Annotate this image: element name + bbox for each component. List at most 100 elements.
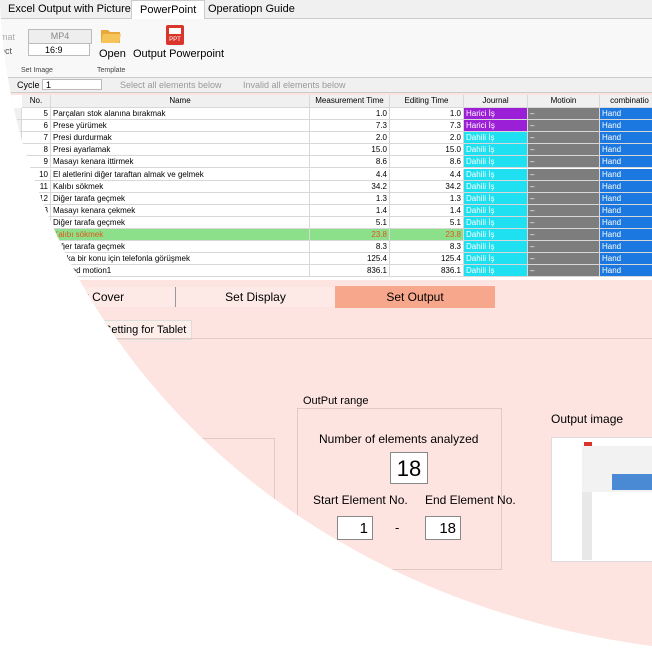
aspect-dropdown[interactable]: 16:9	[28, 43, 90, 56]
cycle-dropdown[interactable]: 1	[42, 79, 102, 90]
table-cell: 1.4	[310, 205, 390, 217]
format-dropdown[interactable]: MP4	[28, 29, 92, 44]
row-header	[0, 205, 22, 217]
table-cell: Diğer tarafa geçmek	[51, 241, 310, 253]
table-cell: El aletlerini diğer taraftan almak ve ge…	[51, 169, 310, 181]
count-value: 18	[390, 452, 428, 484]
row-header	[0, 229, 22, 241]
table-cell: 15.0	[310, 144, 390, 156]
select-all-button[interactable]: Select all elements below	[120, 80, 222, 90]
column-header: Measurement Time	[310, 95, 390, 108]
column-header: Motioin	[528, 95, 600, 108]
table-cell: Hand	[600, 205, 652, 217]
row-header	[0, 144, 22, 156]
table-cell: 15.0	[390, 144, 464, 156]
ppt-icon: PPT	[164, 24, 186, 46]
table-cell: Harici İş	[464, 108, 528, 120]
column-header: Editing Time	[390, 95, 464, 108]
output-button[interactable]: Output Powerpoint	[133, 48, 225, 60]
open-button[interactable]: Open	[99, 48, 126, 60]
table-cell: –	[528, 144, 600, 156]
table-cell: Hand	[600, 132, 652, 144]
thumbnail-strip	[582, 492, 592, 560]
table-cell: 4.4	[390, 169, 464, 181]
table-cell: 125.4	[390, 253, 464, 265]
table-cell: Dahili İş	[464, 132, 528, 144]
table-cell: –	[528, 108, 600, 120]
ribbon-tab[interactable]: Operatiopn Guide	[208, 3, 295, 15]
table-cell: –	[528, 181, 600, 193]
table-cell: Dahili İş	[464, 156, 528, 168]
table-cell: Dahili İş	[464, 205, 528, 217]
table-cell: Hand	[600, 229, 652, 241]
table-cell: –	[528, 205, 600, 217]
table-cell: 5	[22, 229, 51, 241]
table-cell: 1.3	[310, 193, 390, 205]
table-cell: 8.3	[390, 241, 464, 253]
end-input[interactable]: 18	[425, 516, 461, 540]
tab[interactable]: Set Cover	[20, 287, 176, 307]
column-header: combinatio	[600, 95, 652, 108]
table-cell: –	[528, 265, 600, 277]
row-header	[0, 169, 22, 181]
table-cell: –	[528, 132, 600, 144]
table-cell: Hand	[600, 144, 652, 156]
table-cell: Presi ayarlamak	[51, 144, 310, 156]
table-cell: Dahili İş	[464, 181, 528, 193]
ribbon-tab[interactable]: Excel Output with Picture	[8, 3, 131, 15]
table-cell: 7.3	[310, 120, 390, 132]
table-cell: 1.0	[390, 108, 464, 120]
folder-icon	[100, 26, 122, 44]
table-cell: Masayı kenara ittirmek	[51, 156, 310, 168]
table-cell: Presi durdurmak	[51, 132, 310, 144]
table-cell: 34.2	[310, 181, 390, 193]
subtab[interactable]: rs	[86, 323, 96, 335]
separator: -	[395, 520, 400, 535]
row-header	[0, 108, 22, 120]
table-cell: 7.3	[390, 120, 464, 132]
table-cell: 836.1	[390, 265, 464, 277]
row-header	[0, 193, 22, 205]
count-label: Number of elements analyzed	[319, 432, 479, 446]
table-cell: –	[528, 156, 600, 168]
thumbnail-bar	[584, 442, 592, 446]
table-cell: Prese yürümek	[51, 120, 310, 132]
start-input[interactable]: 1	[337, 516, 373, 540]
row-header	[0, 132, 22, 144]
tab-active[interactable]: Set Output	[335, 286, 495, 308]
table-cell: Hand	[600, 241, 652, 253]
table-cell: Hand	[600, 169, 652, 181]
table-cell: Hand	[600, 108, 652, 120]
subtab[interactable]: Setting for Tablet	[98, 320, 192, 340]
group-label: Template	[97, 67, 126, 74]
table-cell: –	[528, 217, 600, 229]
table-cell: 8.3	[310, 241, 390, 253]
panel	[60, 338, 652, 659]
table-cell: 8.6	[310, 156, 390, 168]
table-cell: –	[528, 120, 600, 132]
table-cell: Hand	[600, 217, 652, 229]
invalid-all-button[interactable]: Invalid all elements below	[243, 80, 346, 90]
group-label: Set Image	[21, 67, 53, 74]
table-cell	[22, 253, 51, 265]
table-cell: 23.8	[310, 229, 390, 241]
tab[interactable]: Set Display	[176, 287, 335, 307]
table-cell: 8	[22, 144, 51, 156]
table-cell: Hand	[600, 253, 652, 265]
table-cell: 6	[22, 120, 51, 132]
table-cell: Harici İş	[464, 120, 528, 132]
table-cell: 1.4	[390, 205, 464, 217]
table-cell: 34.2	[390, 181, 464, 193]
group-title: OutPut range	[303, 395, 369, 407]
table-cell: –	[528, 229, 600, 241]
ribbon-tab-active[interactable]: PowerPoint	[131, 0, 205, 19]
column-header: Journal	[464, 95, 528, 108]
row-header	[0, 253, 22, 265]
table-cell: –	[528, 193, 600, 205]
table-cell	[22, 265, 51, 277]
end-label: End Element No.	[425, 493, 516, 507]
ribbon-body	[0, 19, 652, 78]
table-cell: nalyzed motion1	[51, 265, 310, 277]
toolbar	[0, 78, 652, 93]
table-cell: 2.0	[310, 132, 390, 144]
